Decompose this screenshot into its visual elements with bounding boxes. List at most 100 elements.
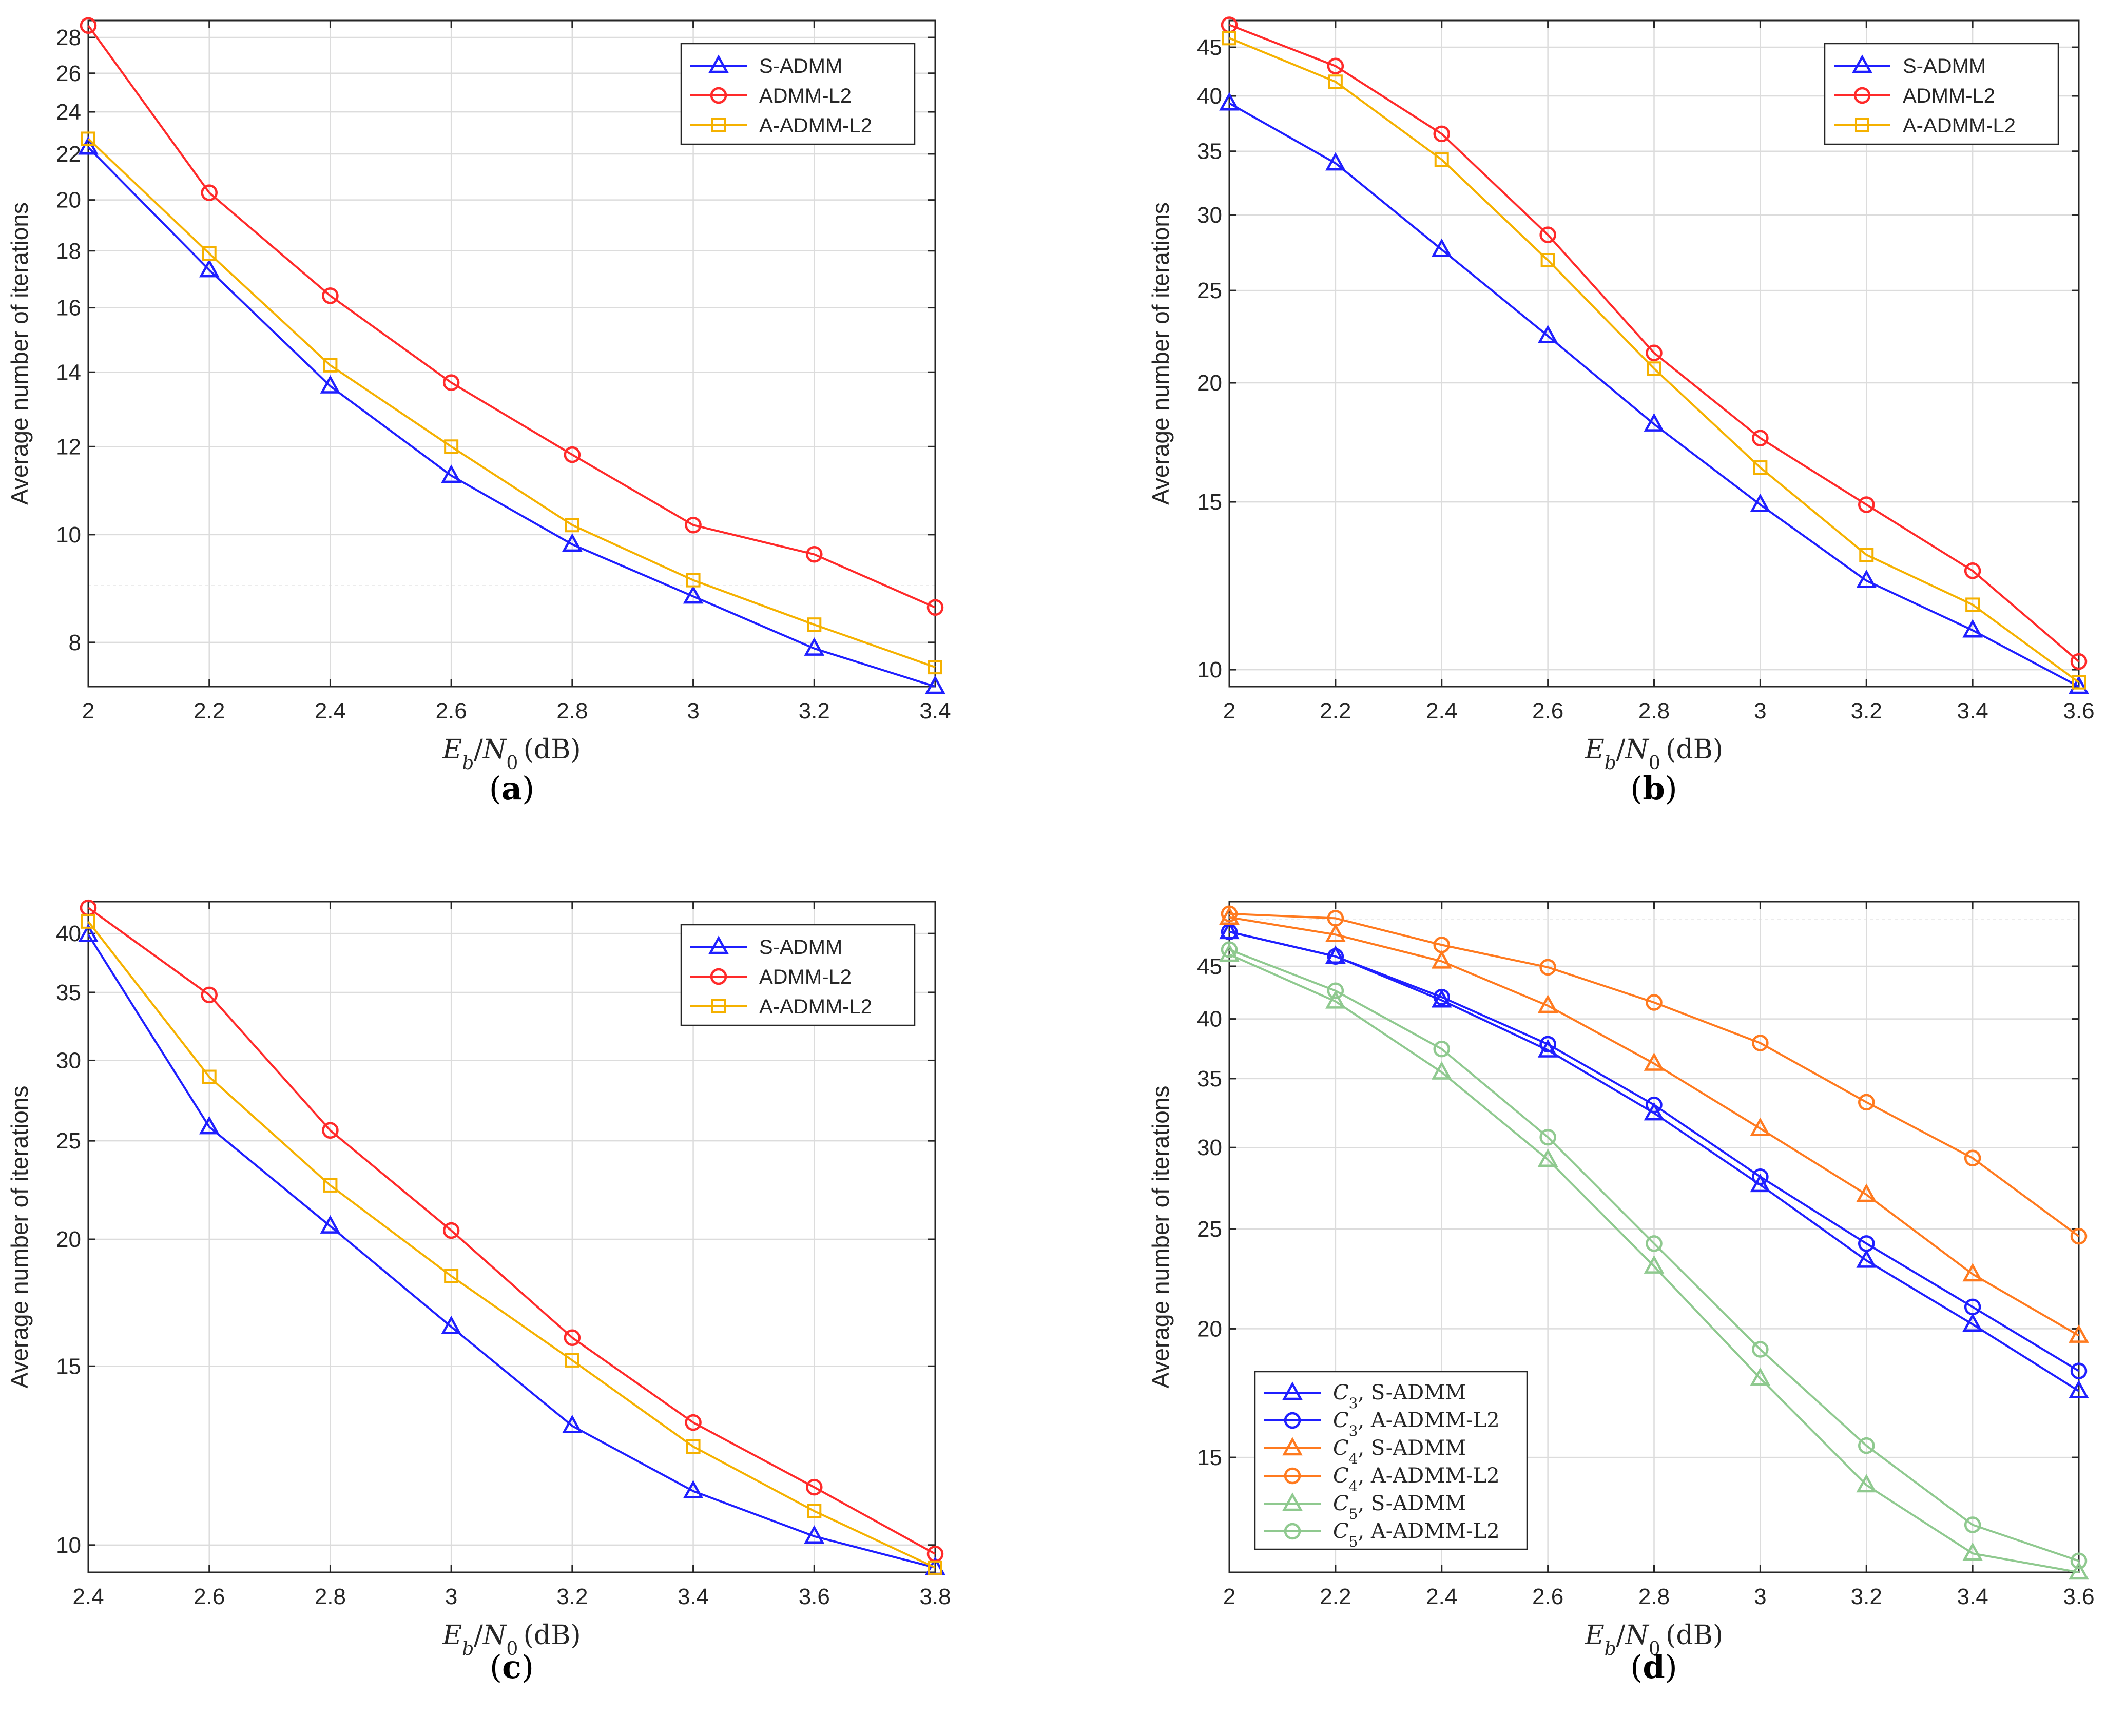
data-point [565,1353,579,1368]
y-tick-label: 10 [1197,657,1222,682]
data-point [1325,152,1346,171]
legend-label: S-ADMM [759,936,842,959]
data-point [1962,619,1983,638]
data-point [683,585,704,604]
legend-marker [1282,1492,1303,1511]
data-point [1750,493,1771,512]
data-point [201,986,218,1004]
legend-marker [710,968,727,985]
x-tick-label: 2.8 [1638,698,1670,724]
data-point [683,1480,704,1499]
data-point [1327,982,1344,999]
data-point [201,184,218,201]
series-line [87,25,936,609]
data-point [925,675,945,694]
y-tick-label: 25 [1197,1217,1222,1242]
series-line [1229,916,2080,1337]
data-point [442,1222,460,1239]
data-point [322,287,339,304]
series-4 [1219,943,2089,1580]
data-point [1644,1255,1665,1274]
data-point [1327,910,1344,927]
data-point [2069,1324,2089,1343]
data-point [2069,1561,2089,1580]
data-point [81,914,95,929]
y-tick-label: 22 [56,142,81,167]
x-tick-label: 2.4 [315,698,346,724]
x-tick-label: 2.6 [194,1584,225,1609]
panel-caption: (a) [489,770,535,807]
data-point [1859,548,1874,562]
series-line [1229,37,2080,684]
series-1 [80,899,944,1563]
x-tick-label: 3.4 [1957,1584,1988,1609]
y-tick-label: 15 [1197,490,1222,515]
y-tick-label: 15 [56,1354,81,1379]
data-point [1327,948,1344,965]
data-point [80,17,97,34]
legend-marker [711,118,726,132]
legend-marker [1852,54,1872,73]
data-point [1433,988,1450,1006]
series-line [87,138,936,668]
y-tick-label: 35 [56,980,81,1005]
data-point [1646,994,1663,1011]
legend-marker [708,935,729,954]
legend-label: ADMM-L2 [1903,85,1995,107]
data-point [804,1525,825,1544]
data-point [1962,1263,1983,1282]
data-point [199,259,220,278]
data-point [1858,1235,1875,1252]
series-2 [1222,31,2086,690]
data-point [1540,253,1555,268]
data-point [1752,1168,1769,1185]
data-point [1328,74,1343,89]
legend-label: A-ADMM-L2 [1903,114,2016,137]
axes-box [87,901,936,1573]
x-tick-label: 3.2 [556,1584,588,1609]
data-point [2069,675,2089,694]
data-point [1537,994,1558,1013]
data-point [1327,57,1344,74]
data-point [2070,653,2088,670]
y-tick-label: 20 [56,188,81,213]
x-tick-label: 3.4 [919,698,951,724]
y-tick-label: 20 [1197,370,1222,396]
series-line [1229,102,2079,688]
data-point [1325,990,1346,1009]
data-point [564,1329,581,1347]
data-point [928,660,942,675]
chart-panel-c: 2.4 2.6 2.8 3 3.2 3.4 3.6 3.8 10 15 20 25 30 35 40 Aver… [6,899,951,1686]
data-point [1752,1035,1769,1051]
series-line [87,146,936,688]
data-point [1434,152,1449,167]
series-line [1229,953,2079,1573]
x-tick-label: 3.2 [1851,698,1882,724]
data-point [1325,923,1346,942]
data-point [2072,675,2086,690]
legend-label: S-ADMM [759,55,842,77]
data-point [78,136,99,155]
x-tick-label: 2 [1223,1584,1235,1609]
data-point [2070,1227,2088,1245]
x-tick-label: 3.2 [799,698,830,724]
data-point [1647,361,1661,376]
data-point [441,464,461,483]
data-point [442,374,460,391]
legend: S-ADMM ADMM-L2 A-ADMM-L2 [680,43,916,145]
y-tick-label: 14 [56,360,81,385]
data-point [565,518,579,533]
series-0 [78,923,945,1575]
data-point [1537,325,1558,343]
data-point [1539,226,1556,243]
data-point [323,358,338,373]
chart-panel-a: 2 2.2 2.4 2.6 2.8 3 3.2 3.4 8 10 12 14 16 18 20 22 24 26 2… [6,17,951,807]
y-axis-label: Average number of iterations [1147,1086,1174,1389]
series-line [1229,912,2080,1237]
data-point [1858,1094,1875,1111]
series-line [1229,24,2080,662]
legend-marker [1284,1467,1301,1485]
legend-box [1254,1371,1528,1550]
data-point [202,1069,217,1084]
legend-marker [708,54,729,73]
